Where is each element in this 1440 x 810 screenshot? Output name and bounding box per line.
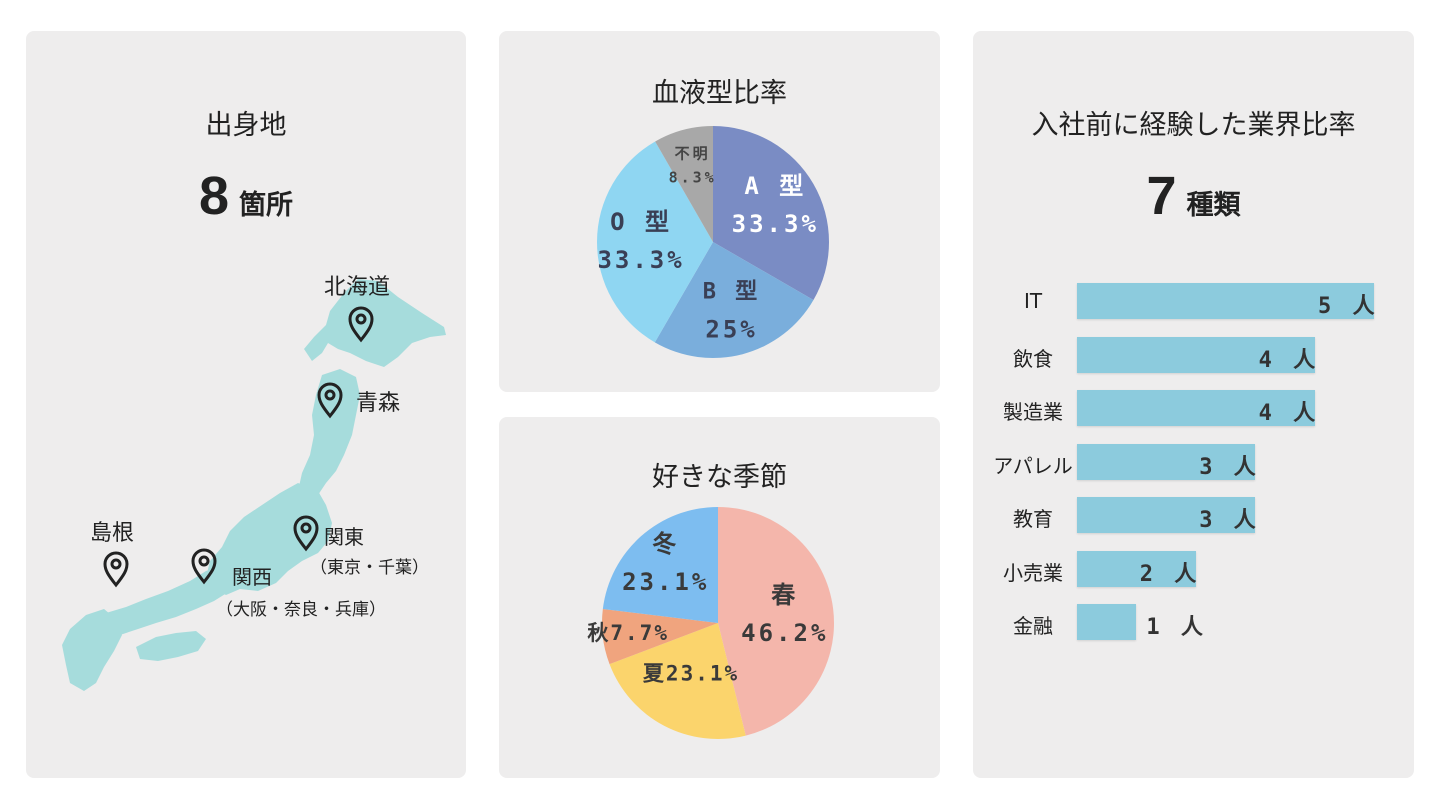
blood-value-3: 8.3% (669, 168, 717, 186)
season-slice-2 (602, 609, 718, 665)
blood-slice-0 (713, 126, 829, 300)
industry-value-label: 4 人 (1258, 401, 1320, 426)
blood-slice-1 (654, 242, 814, 358)
pin-icon-aomori (317, 382, 343, 419)
place-label-kansai: 関西 (232, 565, 272, 589)
industry-bar (1077, 550, 1196, 587)
origin-count: 8 箇所 (26, 165, 466, 227)
season-title: 好きな季節 (652, 462, 787, 493)
industry-category-label: 小売業 (1003, 560, 1063, 585)
industry-count: 7 種類 (973, 165, 1414, 227)
blood-label-1: B 型 (703, 279, 761, 304)
blood-label-2: O 型 (610, 208, 672, 236)
industry-value-label: 5 人 (1318, 294, 1379, 319)
industry-category-label: 飲食 (1013, 346, 1053, 371)
origin-card: 出身地 8 箇所 北海道 青森 島根 関東 （東京・千葉） (26, 31, 466, 778)
industry-count-unit: 種類 (1186, 190, 1241, 221)
industry-bar (1077, 497, 1256, 533)
blood-label-0: A 型 (744, 172, 806, 200)
season-slice-1 (609, 623, 746, 739)
industry-category-label: IT (1023, 289, 1043, 313)
origin-count-number: 8 (198, 166, 230, 226)
industry-bar (1077, 443, 1256, 480)
place-detail-kansai: （大阪・奈良・兵庫） (216, 600, 386, 620)
japan-map (62, 279, 446, 691)
industry-bar (1077, 336, 1315, 373)
place-label-kanto: 関東 (324, 525, 364, 549)
industry-category-label: 製造業 (1003, 400, 1063, 424)
place-label-aomori: 青森 (356, 391, 401, 416)
industry-value-label: 2 人 (1139, 561, 1201, 587)
industry-card: 入社前に経験した業界比率 7 種類 IT 5 人飲食 4 人製造業 4 人アパレル 3 人… (973, 31, 1414, 778)
industry-bar (1077, 283, 1374, 319)
place-label-shimane: 島根 (90, 521, 135, 546)
origin-title: 出身地 (205, 110, 287, 141)
location-pins (103, 306, 374, 588)
season-value-0: 46.2% (741, 619, 828, 647)
blood-slice-2 (597, 141, 713, 343)
blood-pie-chart: A 型 33.3% B 型 25% O 型 33.3% 不明 8.3% (597, 126, 829, 358)
origin-count-unit: 箇所 (239, 190, 294, 221)
industry-title: 入社前に経験した業界比率 (1031, 110, 1356, 141)
place-detail-kanto: （東京・千葉） (310, 558, 429, 578)
season-label-0: 春 (771, 581, 798, 609)
season-pie-chart: 春 46.2%夏23.1% 秋7.7% 冬 23.1% (587, 507, 834, 739)
pin-icon-shimane (103, 551, 129, 588)
blood-label-3: 不明 (675, 144, 711, 162)
season-slice-0 (718, 507, 834, 736)
pin-icon-hokkaido (348, 306, 374, 343)
industry-value-label: 4 人 (1258, 347, 1320, 373)
pin-icon-kansai (191, 548, 217, 585)
industry-value-label: 3 人 (1199, 454, 1260, 480)
industry-value-label: 3 人 (1199, 508, 1260, 533)
blood-slice-3 (655, 126, 713, 242)
industry-bar (1077, 604, 1137, 640)
industry-value-label: 1 人 (1146, 615, 1207, 640)
blood-value-2: 33.3% (597, 246, 684, 274)
industry-category-label: アパレル (993, 453, 1073, 478)
season-label-1: 夏23.1% (643, 661, 739, 685)
blood-value-0: 33.3% (732, 210, 819, 238)
season-label-2: 秋7.7% (587, 621, 669, 645)
season-card: 好きな季節 春 46.2% 夏23.1% 秋7.7% 冬 23.1% (499, 417, 940, 778)
season-value-3: 23.1% (622, 568, 709, 596)
industry-category-label: 金融 (1013, 614, 1053, 638)
blood-card: 血液型比率 A 型 33.3% B 型 25% O 型 33.3% 不明 8.3% (499, 31, 940, 392)
blood-title: 血液型比率 (652, 78, 787, 109)
industry-category-label: 教育 (1013, 507, 1053, 531)
industry-bar (1077, 390, 1315, 426)
pin-icon-kanto (293, 515, 319, 552)
place-label-hokkaido: 北海道 (324, 275, 391, 300)
season-slice-3 (602, 507, 718, 623)
industry-count-number: 7 (1146, 166, 1177, 226)
blood-value-1: 25% (705, 315, 757, 343)
season-label-3: 冬 (652, 530, 679, 558)
japan-map-shape (62, 279, 446, 691)
